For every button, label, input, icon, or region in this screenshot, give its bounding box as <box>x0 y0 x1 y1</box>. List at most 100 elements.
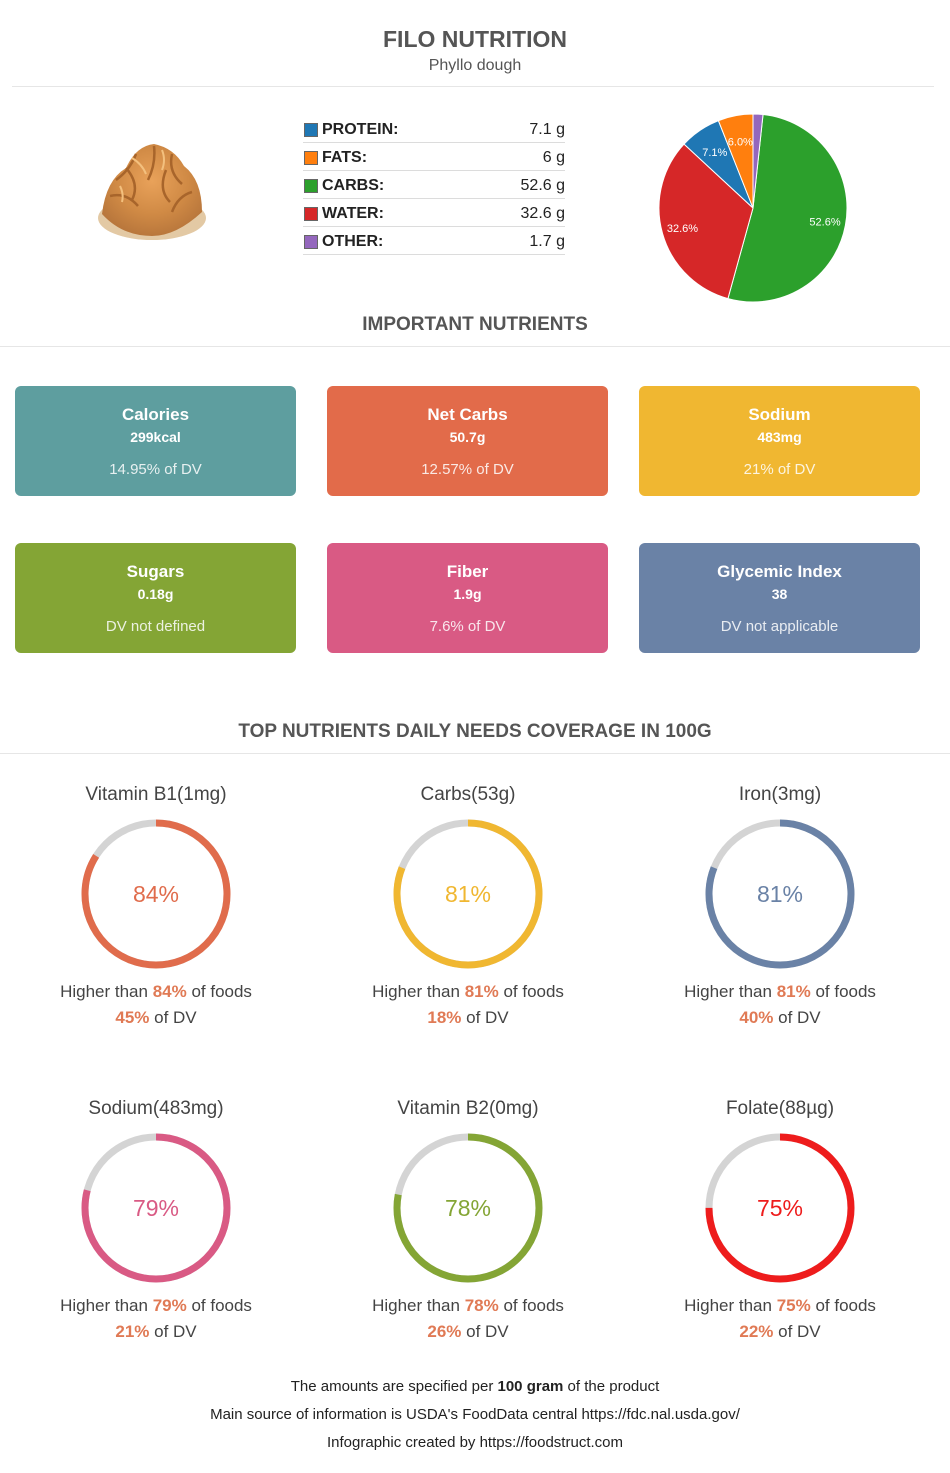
dv-percent: 26% <box>427 1322 462 1341</box>
card-name: Fiber <box>446 562 489 581</box>
macro-row-carbs: CARBS: 52.6 g <box>303 171 565 199</box>
dv-text: 22% of DV <box>624 1322 936 1342</box>
ring-percent-label: 81% <box>445 881 491 907</box>
card-value: 50.7g <box>449 429 486 445</box>
protein-swatch <box>304 123 318 137</box>
macro-row-fats: FATS: 6 g <box>303 143 565 171</box>
dv-suffix: of DV <box>773 1322 821 1341</box>
dv-text: 45% of DV <box>0 1008 312 1028</box>
higher-prefix: Higher than <box>60 982 153 1001</box>
header-divider <box>12 86 934 87</box>
other-swatch <box>304 235 318 249</box>
coverage-nutrient-name: Folate(88µg) <box>725 1098 835 1119</box>
coverage-item: Vitamin B1(1mg) 84% Higher than 84% of foo… <box>0 784 312 1034</box>
macro-label: CARBS: <box>322 177 385 194</box>
ring-progress <box>81 1133 231 1283</box>
higher-prefix: Higher than <box>372 1296 465 1315</box>
coverage-nutrient-name: Sodium(483mg) <box>88 1098 224 1119</box>
coverage-nutrient-name: Iron(3mg) <box>738 784 822 805</box>
nutrient-card-sugars: Sugars 0.18g DV not defined <box>15 543 296 653</box>
ring-percent-label: 81% <box>757 881 803 907</box>
pie-label-carbs: 52.6% <box>809 217 840 229</box>
dv-percent: 18% <box>427 1008 462 1027</box>
ring-progress <box>393 819 543 969</box>
ring-progress <box>705 1133 855 1283</box>
coverage-title: TOP NUTRIENTS DAILY NEEDS COVERAGE IN 10… <box>238 721 712 742</box>
higher-percent: 81% <box>776 982 811 1001</box>
higher-than-text: Higher than 81% of foods <box>312 982 624 1002</box>
higher-prefix: Higher than <box>684 982 777 1001</box>
dv-percent: 21% <box>115 1322 150 1341</box>
macro-value: 7.1 g <box>529 121 565 138</box>
dv-suffix: of DV <box>773 1008 821 1027</box>
card-dv: DV not applicable <box>720 618 839 635</box>
footer-prefix: The amounts are specified per <box>290 1378 498 1395</box>
nutrient-card-fiber: Fiber 1.9g 7.6% of DV <box>327 543 608 653</box>
macro-row-other: OTHER: 1.7 g <box>303 227 565 255</box>
higher-than-text: Higher than 75% of foods <box>624 1296 936 1316</box>
ring-progress <box>705 819 855 969</box>
pie-slice-other <box>752 113 764 209</box>
macro-pie-chart: 52.6% 32.6% 7.1%6.0% <box>658 113 848 303</box>
pie-label-water: 32.6% <box>667 223 698 235</box>
macro-row-water: WATER: 32.6 g <box>303 199 565 227</box>
coverage-ring: 84% <box>81 819 231 969</box>
coverage-nutrient-name: Carbs(53g) <box>420 784 516 805</box>
higher-percent: 84% <box>152 982 187 1001</box>
card-value: 299kcal <box>130 429 181 445</box>
card-name: Glycemic Index <box>717 562 842 581</box>
pie-label-protein: 7.1% <box>702 147 727 159</box>
filo-pastry-image <box>98 144 206 240</box>
card-dv: 21% of DV <box>743 461 816 478</box>
macro-row-protein: PROTEIN: 7.1 g <box>303 115 565 143</box>
footer-amount-note: The amounts are specified per 100 gram o… <box>0 1378 950 1395</box>
macro-value: 1.7 g <box>529 233 565 250</box>
coverage-ring: 81% <box>705 819 855 969</box>
card-name: Sugars <box>126 562 185 581</box>
higher-percent: 78% <box>464 1296 499 1315</box>
card-value: 1.9g <box>453 586 482 602</box>
ring-percent-label: 78% <box>445 1195 491 1221</box>
carbs-swatch <box>304 179 318 193</box>
card-value: 483mg <box>757 429 802 445</box>
important-divider <box>0 346 950 347</box>
card-dv: 12.57% of DV <box>421 461 514 478</box>
coverage-ring: 79% <box>81 1133 231 1283</box>
ring-progress <box>81 819 231 969</box>
pie-slice-carbs <box>727 113 848 303</box>
coverage-item: Folate(88µg) 75% Higher than 75% of foods 2… <box>624 1098 936 1348</box>
macro-label: OTHER: <box>322 233 384 250</box>
higher-percent: 75% <box>776 1296 811 1315</box>
higher-prefix: Higher than <box>372 982 465 1001</box>
macro-value: 6 g <box>542 149 565 166</box>
higher-suffix: of foods <box>498 1296 564 1315</box>
dv-percent: 45% <box>115 1008 150 1027</box>
higher-suffix: of foods <box>498 982 564 1001</box>
pie-label-fats: 6.0% <box>728 137 753 149</box>
nutrient-card-sodium: Sodium 483mg 21% of DV <box>639 386 920 496</box>
coverage-item: Vitamin B2(0mg) 78% Higher than 78% of foo… <box>312 1098 624 1348</box>
footer-suffix: of the product <box>563 1378 660 1395</box>
dv-suffix: of DV <box>461 1008 509 1027</box>
footer-source: Main source of information is USDA's Foo… <box>210 1406 740 1423</box>
coverage-nutrient-name: Vitamin B2(0mg) <box>397 1098 539 1119</box>
macro-value: 52.6 g <box>520 177 565 194</box>
footer-bold-amount: 100 gram <box>497 1378 564 1395</box>
coverage-ring: 75% <box>705 1133 855 1283</box>
macro-label: PROTEIN: <box>322 121 399 138</box>
ring-percent-label: 79% <box>133 1195 179 1221</box>
card-dv: 7.6% of DV <box>429 618 506 635</box>
higher-than-text: Higher than 78% of foods <box>312 1296 624 1316</box>
higher-percent: 79% <box>152 1296 187 1315</box>
dv-text: 21% of DV <box>0 1322 312 1342</box>
macro-label: FATS: <box>322 149 368 166</box>
card-dv: DV not defined <box>105 618 206 635</box>
dv-text: 18% of DV <box>312 1008 624 1028</box>
card-name: Net Carbs <box>427 405 508 424</box>
page-title: FILO NUTRITION <box>383 26 567 52</box>
coverage-item: Sodium(483mg) 79% Higher than 79% of foods… <box>0 1098 312 1348</box>
footer-credit: Infographic created by https://foodstruc… <box>327 1434 623 1451</box>
ring-percent-label: 84% <box>133 881 179 907</box>
dv-percent: 22% <box>739 1322 774 1341</box>
higher-than-text: Higher than 81% of foods <box>624 982 936 1002</box>
